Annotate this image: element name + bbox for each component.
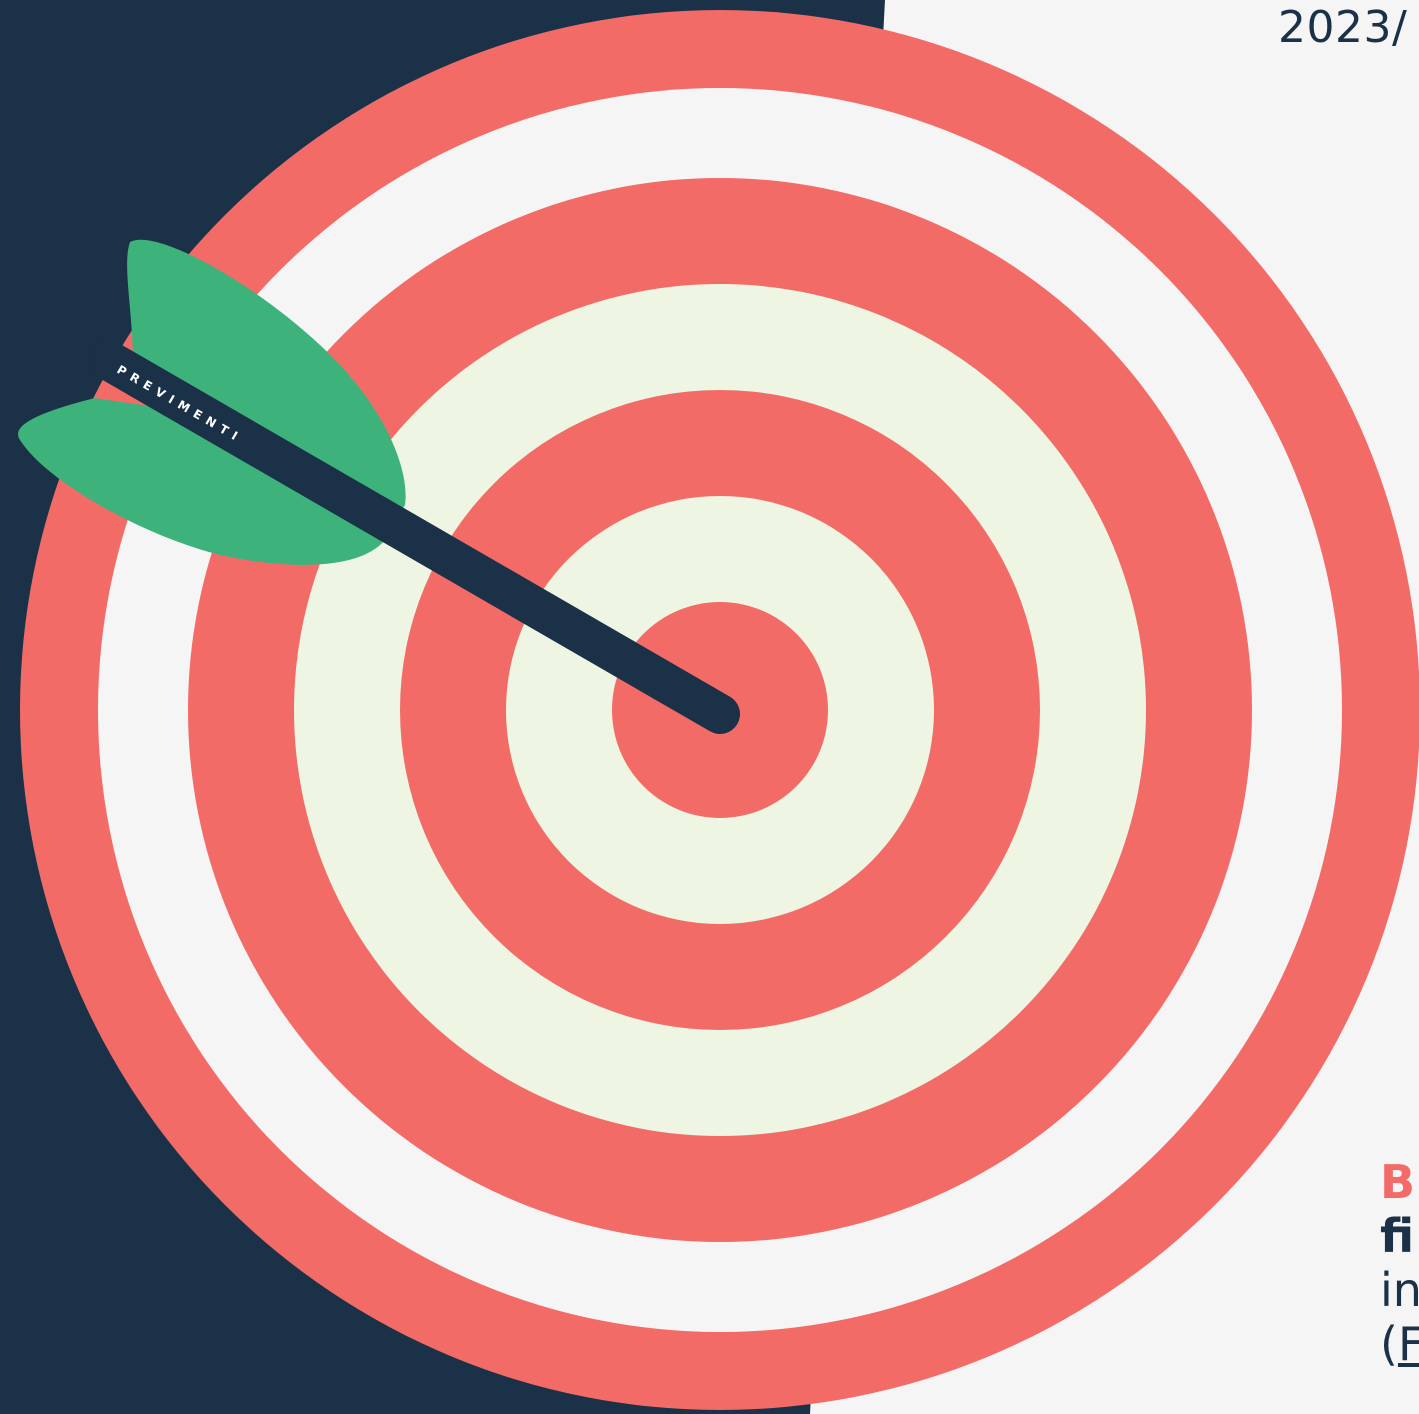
side-text-line-4: (F <box>1380 1317 1419 1371</box>
arrow-shaft <box>88 340 740 734</box>
arrow: PREVIMENTI <box>18 239 740 734</box>
arrow-upper-fletching <box>127 239 406 545</box>
side-text-paren: ( <box>1380 1317 1398 1371</box>
side-text-link[interactable]: F <box>1397 1317 1419 1371</box>
side-text-line-3: in <box>1380 1263 1419 1317</box>
side-text-line-2: fi <box>1380 1209 1415 1263</box>
side-text-line-1: B <box>1380 1155 1416 1209</box>
arrow-lower-fletching <box>18 398 385 565</box>
side-text-block: B fi in (F <box>1380 1155 1419 1371</box>
year-text: 2023/ <box>1278 2 1408 53</box>
